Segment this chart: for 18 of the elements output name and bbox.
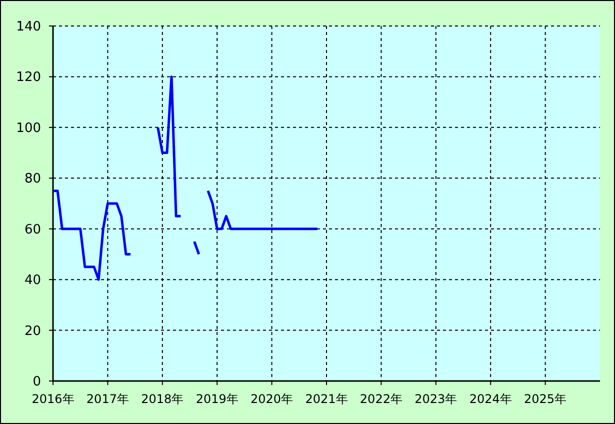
- y-tick-label: 40: [24, 273, 41, 288]
- x-tick-label: 2017年: [86, 392, 129, 406]
- y-tick-label: 0: [32, 374, 41, 390]
- y-tick-label: 140: [16, 20, 41, 34]
- x-tick-label: 2024年: [469, 392, 512, 406]
- y-tick-label: 120: [16, 70, 41, 86]
- x-tick-label: 2018年: [141, 392, 184, 406]
- y-tick-label: 20: [24, 324, 41, 339]
- x-tick-label: 2019年: [196, 392, 238, 406]
- y-tick-label: 100: [16, 120, 41, 136]
- x-tick-label: 2021年: [305, 392, 348, 406]
- x-tick-label: 2023年: [414, 392, 458, 406]
- y-tick-label: 60: [24, 222, 41, 238]
- x-tick-label: 2016年: [32, 392, 74, 406]
- x-tick-label: 2022年: [360, 392, 402, 406]
- x-tick-label: 2025年: [524, 392, 567, 406]
- y-tick-label: 80: [24, 172, 41, 187]
- x-tick-label: 2020年: [250, 392, 294, 406]
